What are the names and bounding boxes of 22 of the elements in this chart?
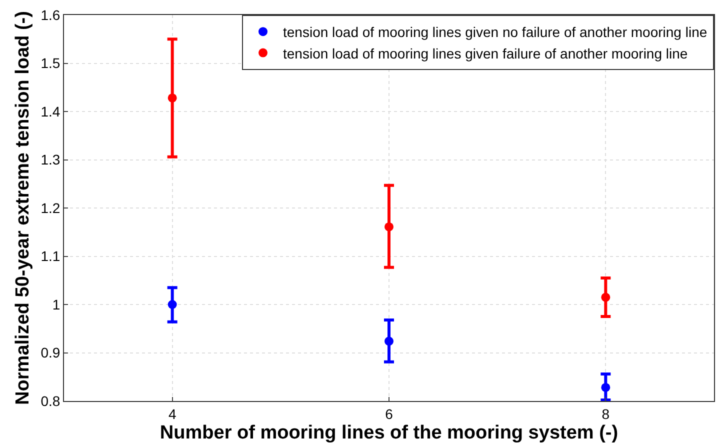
y-axis-title: Normalized 50-year extreme tension load (-) — [12, 11, 34, 405]
y-tick-label: 1.2 — [40, 200, 60, 216]
y-tick-label: 0.9 — [40, 344, 60, 361]
x-tick-label: 4 — [168, 406, 176, 422]
point — [168, 300, 177, 309]
y-tick-label: 1.3 — [40, 152, 60, 168]
y-tick-label: 1.4 — [40, 103, 60, 120]
y-tick-label: 1.1 — [40, 248, 60, 264]
legend-label: tension load of mooring lines given failure of another mooring line — [283, 45, 688, 62]
y-tick-label: 1 — [52, 296, 60, 312]
point — [168, 93, 177, 102]
point — [601, 292, 610, 302]
y-tick-label: 0.8 — [40, 392, 60, 409]
x-tick-label: 6 — [385, 406, 394, 422]
point — [384, 336, 394, 346]
x-axis-title: Number of mooring lines of the mooring system (-) — [160, 422, 618, 444]
y-tick-label: 1.5 — [40, 55, 60, 72]
x-tick-label: 8 — [602, 406, 610, 422]
point — [384, 222, 394, 232]
point — [601, 382, 610, 392]
y-tick-label: 1.6 — [40, 6, 60, 23]
legend-label: tension load of mooring lines given no failure of another mooring line — [283, 24, 708, 40]
